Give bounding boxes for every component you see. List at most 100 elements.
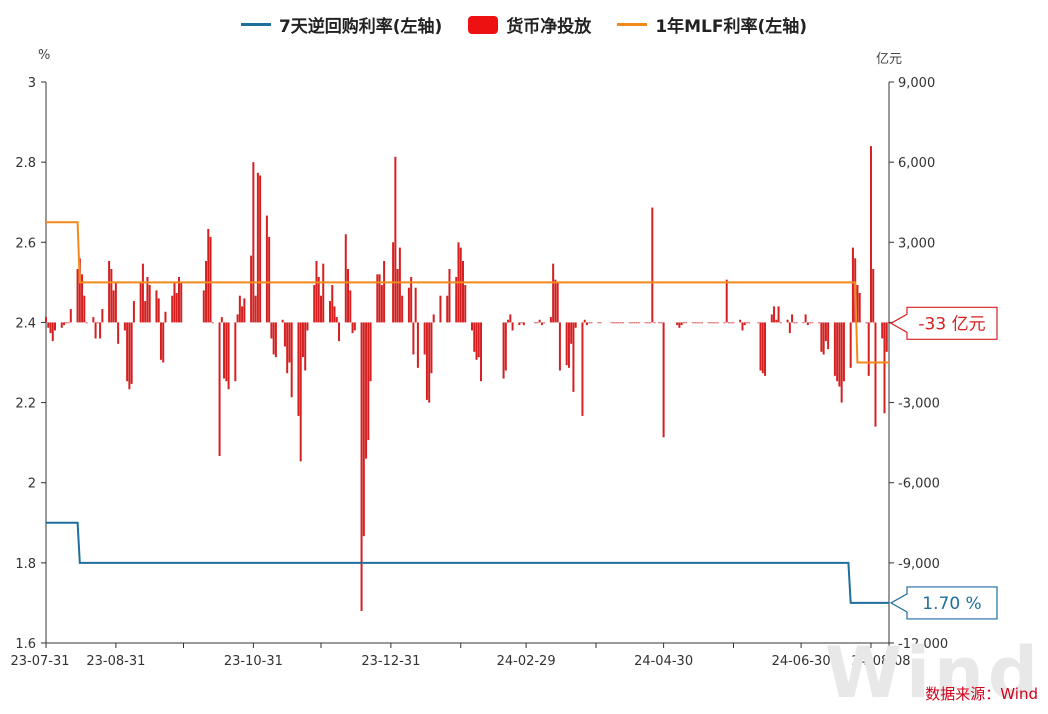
net-injection-bar	[637, 322, 640, 324]
net-injection-bar	[590, 322, 593, 324]
net-injection-bar	[676, 322, 679, 326]
net-injection-bar	[851, 247, 854, 323]
net-injection-bar	[572, 322, 575, 392]
net-injection-bar	[678, 322, 681, 328]
net-injection-bar	[270, 322, 273, 339]
net-injection-bar	[833, 322, 836, 376]
net-injection-bar	[227, 322, 230, 390]
net-injection-bar	[85, 322, 88, 324]
legend-item-mlf[interactable]: 1年MLF利率(左轴)	[617, 12, 807, 37]
mlf-rate-line	[46, 221, 889, 364]
repo-rate-callout-box	[889, 586, 998, 620]
net-injection-bar	[622, 322, 625, 324]
net-injection-bar	[301, 322, 304, 358]
net-injection-bar	[78, 258, 81, 323]
net-injection-bar	[144, 301, 147, 323]
net-injection-bar	[383, 260, 386, 323]
net-injection-bar	[47, 322, 50, 328]
net-injection-bar	[414, 287, 417, 323]
net-injection-bar	[615, 322, 618, 324]
net-injection-bar	[315, 260, 318, 323]
net-injection-bar	[511, 322, 514, 331]
net-injection-bar	[333, 306, 336, 323]
net-injection-bar	[480, 322, 483, 382]
net-injection-bar	[351, 322, 354, 334]
net-injection-bar	[599, 322, 602, 324]
net-injection-bar	[522, 322, 525, 326]
legend-swatch-mlf	[617, 23, 648, 26]
net-injection-bar	[446, 295, 449, 323]
net-injection-bar	[502, 322, 505, 379]
net-injection-bar	[430, 322, 433, 374]
right-axis-tick-label: 9,000	[898, 76, 935, 91]
net-injection-bar	[256, 172, 259, 323]
net-injection-bar	[473, 322, 476, 352]
net-injection-bar	[268, 236, 271, 323]
net-injection-bar	[739, 319, 742, 323]
net-injection-bar	[651, 207, 654, 323]
legend-item-repo[interactable]: 7天逆回购利率(左轴)	[240, 12, 443, 37]
net-injection-bar	[872, 269, 875, 323]
net-injection-bar	[757, 322, 760, 324]
net-injection-bar	[281, 319, 284, 323]
net-injection-bar	[83, 295, 86, 323]
net-injection-bar	[67, 322, 70, 324]
net-injection-bar	[856, 285, 859, 323]
net-injection-bar	[597, 322, 600, 324]
net-injection-bar	[716, 322, 719, 324]
net-injection-bar	[313, 285, 316, 323]
left-axis-tick-label: 2.4	[15, 316, 36, 331]
net-injection-bar	[770, 314, 773, 323]
net-injection-bar	[112, 290, 115, 323]
net-injection-bar	[811, 322, 814, 324]
x-axis-tick-label: 24-02-29	[497, 654, 556, 669]
net-injection-bar	[283, 322, 286, 347]
net-injection-bar	[788, 322, 791, 334]
net-injection-bar	[317, 277, 320, 323]
net-injection-bar	[380, 285, 383, 323]
net-injection-bar	[761, 322, 764, 374]
net-injection-bar	[173, 282, 176, 323]
net-injection-bar	[353, 322, 356, 331]
legend-label-net: 货币净投放	[506, 17, 592, 37]
right-axis-tick-label: -9,000	[898, 557, 940, 572]
right-axis-tick-label: -6,000	[898, 477, 940, 492]
net-injection-bar	[396, 269, 399, 323]
net-injection-bar	[171, 295, 174, 323]
net-injection-bar	[628, 322, 631, 324]
net-injection-bar	[549, 317, 552, 323]
net-injection-bar	[439, 295, 442, 323]
net-injection-bar	[583, 319, 586, 323]
net-injection-bar	[660, 322, 663, 324]
net-injection-bar	[538, 319, 541, 323]
net-injection-bar	[304, 322, 307, 371]
net-injection-bar	[748, 322, 751, 324]
net-injection-bar	[662, 322, 665, 438]
net-injection-bar	[347, 269, 350, 323]
net-injection-bar	[865, 322, 868, 324]
net-injection-bar	[401, 295, 404, 323]
legend-label-repo: 7天逆回购利率(左轴)	[278, 17, 443, 37]
legend-item-net[interactable]: 货币净投放	[468, 12, 591, 37]
net-injection-bar	[680, 322, 683, 326]
net-injection-bar	[367, 322, 370, 440]
net-injection-bar	[322, 263, 325, 323]
net-injection-bar	[162, 322, 165, 363]
net-injection-bar	[146, 277, 149, 323]
net-injection-bar	[585, 322, 588, 326]
x-axis-tick-label: 24-08-08	[851, 654, 910, 669]
left-axis-tick-label: 2.8	[15, 156, 36, 171]
net-injection-bar	[288, 322, 291, 363]
net-injection-bar	[148, 285, 151, 323]
chart-legend: 7天逆回购利率(左轴) 货币净投放 1年MLF利率(左轴)	[0, 12, 1048, 37]
net-injection-bar	[299, 322, 302, 462]
net-injection-bar	[649, 322, 652, 324]
net-injection-bar	[159, 322, 162, 360]
net-injection-bar	[130, 322, 133, 384]
net-injection-bar	[51, 322, 54, 342]
x-axis-tick-label: 24-06-30	[772, 654, 831, 669]
net-injection-bar	[96, 322, 99, 324]
net-injection-bar	[425, 322, 428, 400]
net-injection-bar	[883, 322, 886, 414]
net-injection-bar	[556, 282, 559, 323]
